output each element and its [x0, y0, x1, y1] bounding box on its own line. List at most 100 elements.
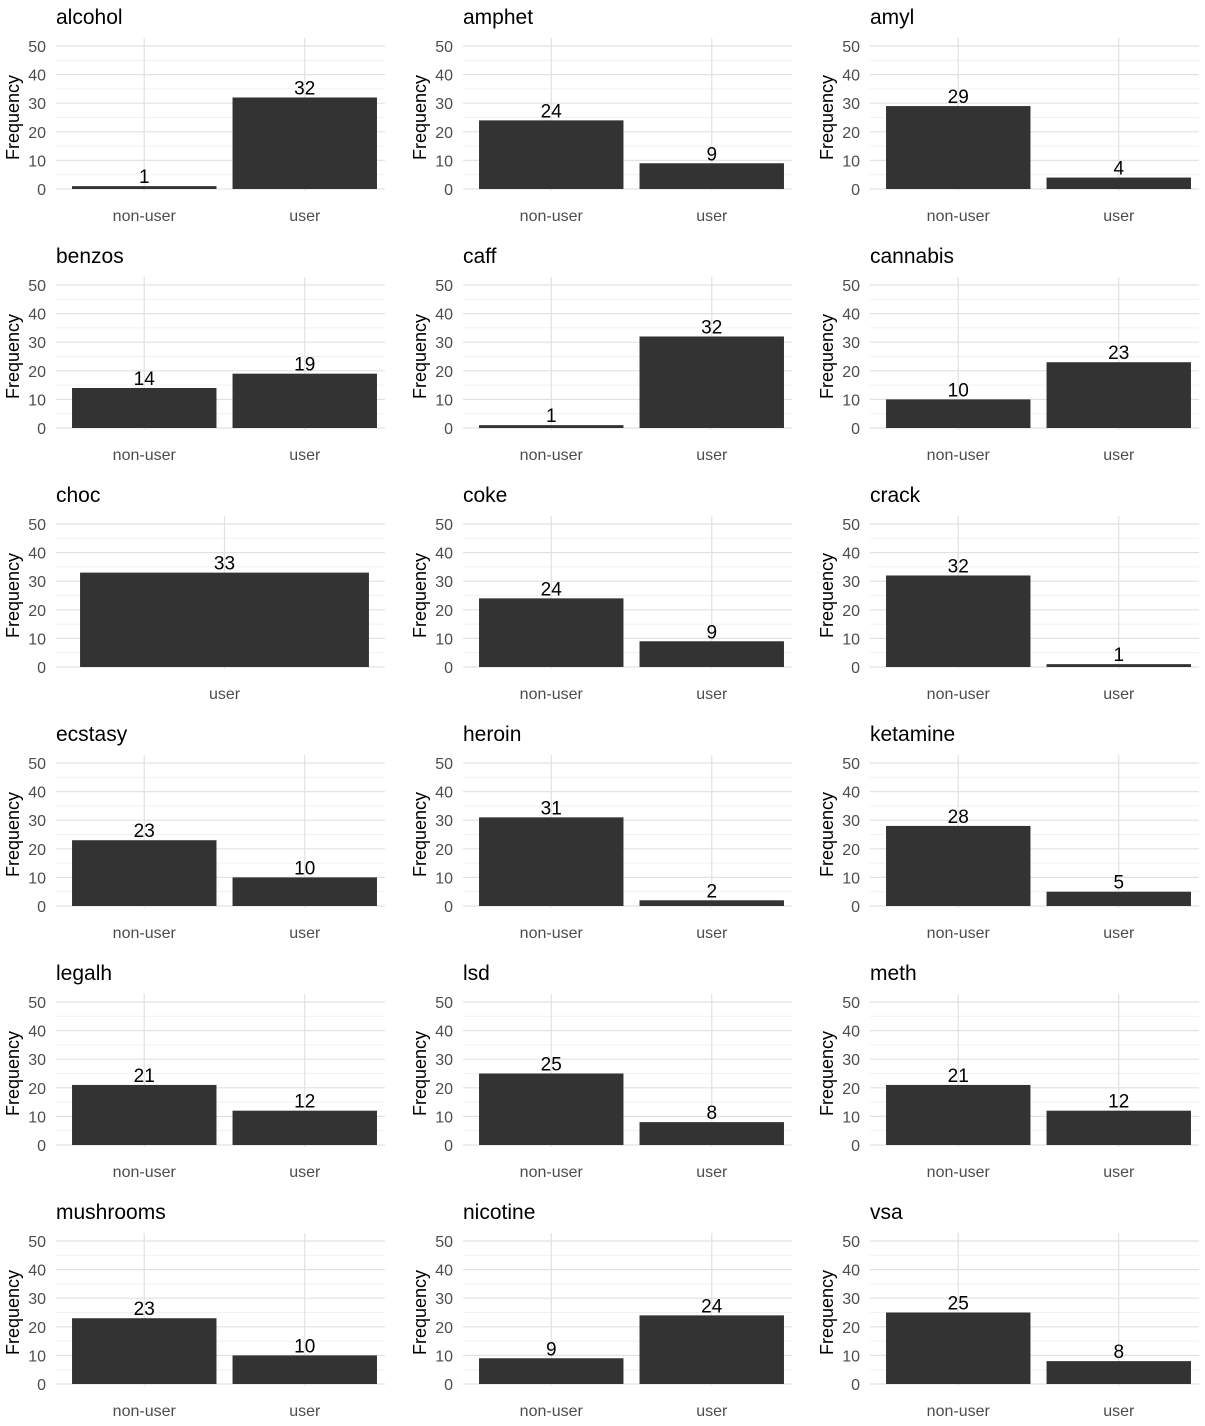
y-tick-label: 0 [851, 421, 860, 438]
panel-benzos: 14 19 0 10 20 30 40 50 non-user user Frequency benz… [3, 245, 385, 464]
bar-mushrooms-user [232, 1355, 377, 1384]
y-axis-title: Frequency [3, 75, 23, 160]
y-tick-label: 40 [435, 785, 453, 802]
y-tick-label: 20 [28, 603, 46, 620]
y-tick-label: 10 [28, 1348, 46, 1365]
y-axis-title: Frequency [3, 1031, 23, 1116]
bar-nicotine-user [639, 1315, 784, 1384]
y-tick-label: 40 [435, 1263, 453, 1280]
x-tick-label: non-user [113, 1164, 177, 1181]
y-tick-label: 20 [842, 603, 860, 620]
data-label: 8 [1113, 1342, 1124, 1363]
x-tick-label: user [1103, 925, 1135, 942]
y-tick-label: 10 [435, 153, 453, 170]
y-tick-label: 40 [28, 68, 46, 85]
y-tick-label: 10 [842, 1348, 860, 1365]
bar-heroin-non-user [479, 817, 624, 906]
y-tick-label: 30 [28, 1291, 46, 1308]
y-tick-label: 10 [28, 631, 46, 648]
x-tick-label: non-user [520, 686, 584, 703]
y-tick-label: 0 [851, 1377, 860, 1394]
y-tick-label: 40 [435, 546, 453, 563]
data-label: 23 [134, 1299, 155, 1320]
y-axis-title: Frequency [410, 553, 430, 638]
y-tick-label: 0 [444, 421, 453, 438]
y-tick-label: 0 [37, 899, 46, 916]
x-tick-label: user [1103, 447, 1135, 464]
y-tick-label: 10 [435, 631, 453, 648]
x-tick-label: non-user [520, 447, 584, 464]
y-tick-label: 0 [851, 182, 860, 199]
bar-benzos-user [232, 373, 377, 428]
x-tick-label: non-user [113, 447, 177, 464]
panel-ecstasy: 23 10 0 10 20 30 40 50 non-user user Frequency ecst… [3, 723, 385, 942]
panel-title: vsa [870, 1201, 903, 1224]
y-tick-label: 40 [435, 1024, 453, 1041]
panel-title: mushrooms [56, 1201, 166, 1224]
data-label: 19 [294, 355, 315, 376]
data-label: 21 [134, 1066, 155, 1087]
y-tick-label: 30 [28, 1052, 46, 1069]
y-tick-label: 0 [444, 1138, 453, 1155]
y-axis-title: Frequency [3, 1270, 23, 1355]
y-tick-label: 10 [842, 392, 860, 409]
y-tick-label: 50 [435, 39, 453, 56]
bar-mushrooms-non-user [72, 1318, 217, 1384]
data-label: 12 [1108, 1092, 1129, 1113]
bar-coke-non-user [479, 598, 624, 667]
data-label: 10 [294, 858, 315, 879]
bar-crack-non-user [886, 575, 1031, 667]
data-label: 32 [701, 317, 722, 338]
panel-title: lsd [463, 962, 490, 985]
panel-amphet: 24 9 0 10 20 30 40 50 non-user user Frequency amphe… [410, 6, 792, 225]
data-label: 32 [948, 556, 969, 577]
panel-meth: 21 12 0 10 20 30 40 50 non-user user Frequency meth [817, 962, 1199, 1181]
y-tick-label: 20 [842, 125, 860, 142]
data-label: 32 [294, 78, 315, 99]
y-tick-label: 0 [37, 660, 46, 677]
y-tick-label: 20 [435, 364, 453, 381]
bar-amyl-user [1046, 177, 1191, 189]
bar-ecstasy-user [232, 877, 377, 906]
y-tick-label: 40 [28, 307, 46, 324]
panel-title: amyl [870, 6, 914, 29]
y-tick-label: 30 [435, 96, 453, 113]
y-tick-label: 20 [842, 364, 860, 381]
y-tick-label: 50 [842, 39, 860, 56]
x-tick-label: user [289, 925, 321, 942]
y-axis-title: Frequency [817, 792, 837, 877]
y-tick-label: 40 [842, 546, 860, 563]
y-tick-label: 0 [444, 660, 453, 677]
panel-lsd: 25 8 0 10 20 30 40 50 non-user user Frequency lsd [410, 962, 792, 1181]
x-tick-label: user [1103, 1403, 1135, 1420]
y-tick-label: 0 [444, 1377, 453, 1394]
panel-title: choc [56, 484, 100, 507]
y-tick-label: 30 [435, 1052, 453, 1069]
bar-amphet-user [639, 163, 784, 189]
x-tick-label: non-user [927, 1164, 991, 1181]
panel-title: nicotine [463, 1201, 535, 1224]
y-tick-label: 50 [28, 517, 46, 534]
y-tick-label: 40 [842, 1263, 860, 1280]
y-tick-label: 50 [28, 995, 46, 1012]
bar-lsd-user [639, 1122, 784, 1145]
y-tick-label: 30 [842, 335, 860, 352]
panel-title: ketamine [870, 723, 955, 746]
x-tick-label: non-user [927, 686, 991, 703]
y-tick-label: 30 [28, 96, 46, 113]
panel-nicotine: 9 24 0 10 20 30 40 50 non-user user Frequency nicot… [410, 1201, 792, 1420]
y-tick-label: 0 [37, 1377, 46, 1394]
bar-amyl-non-user [886, 106, 1031, 189]
data-label: 10 [948, 380, 969, 401]
y-axis-title: Frequency [410, 1031, 430, 1116]
data-label: 4 [1113, 159, 1124, 180]
x-tick-label: non-user [113, 1403, 177, 1420]
x-tick-label: non-user [520, 1164, 584, 1181]
y-tick-label: 0 [851, 899, 860, 916]
data-label: 23 [134, 821, 155, 842]
y-tick-label: 20 [842, 1081, 860, 1098]
y-tick-label: 30 [842, 1291, 860, 1308]
data-label: 5 [1113, 873, 1124, 894]
